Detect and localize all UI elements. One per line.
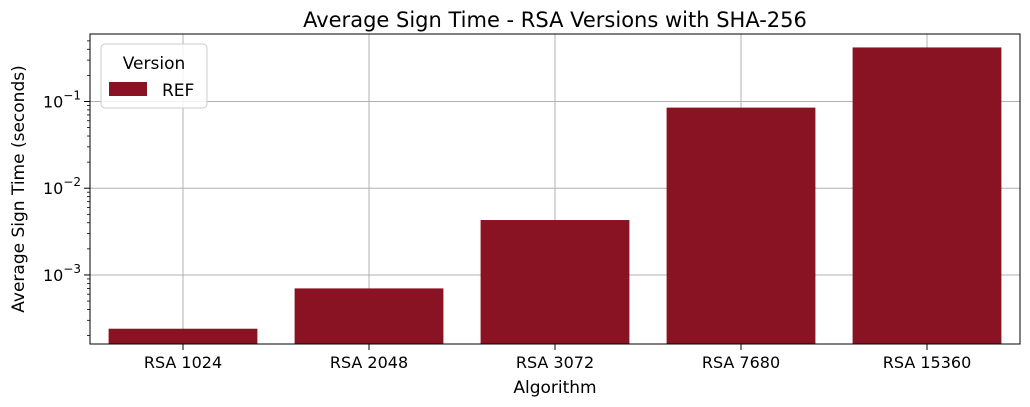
- bars: [108, 47, 1002, 344]
- x-axis-label: Algorithm: [513, 378, 596, 398]
- bar: [852, 47, 1002, 344]
- y-tick-label: 10−2: [43, 175, 81, 198]
- y-tick-label: 10−3: [43, 262, 81, 285]
- x-tick-label: RSA 7680: [702, 353, 780, 372]
- x-axis-ticks: RSA 1024 RSA 2048 RSA 3072 RSA 7680 RSA 1536…: [144, 344, 971, 372]
- x-tick-label: RSA 1024: [144, 353, 222, 372]
- y-axis-ticks: 10−3 10−2 10−1: [43, 40, 90, 336]
- x-tick-label: RSA 2048: [330, 353, 408, 372]
- bar: [108, 328, 258, 344]
- legend-title: Version: [123, 54, 186, 74]
- bar: [480, 220, 630, 344]
- chart-title: Average Sign Time - RSA Versions with SH…: [303, 8, 807, 32]
- legend-swatch: [109, 82, 147, 96]
- x-tick-label: RSA 3072: [516, 353, 594, 372]
- legend: Version REF: [100, 43, 208, 109]
- y-tick-label: 10−1: [43, 88, 81, 111]
- legend-label: REF: [162, 81, 194, 101]
- bar: [666, 107, 816, 344]
- bar: [294, 288, 444, 344]
- y-axis-label: Average Sign Time (seconds): [9, 65, 29, 312]
- x-tick-label: RSA 15360: [883, 353, 972, 372]
